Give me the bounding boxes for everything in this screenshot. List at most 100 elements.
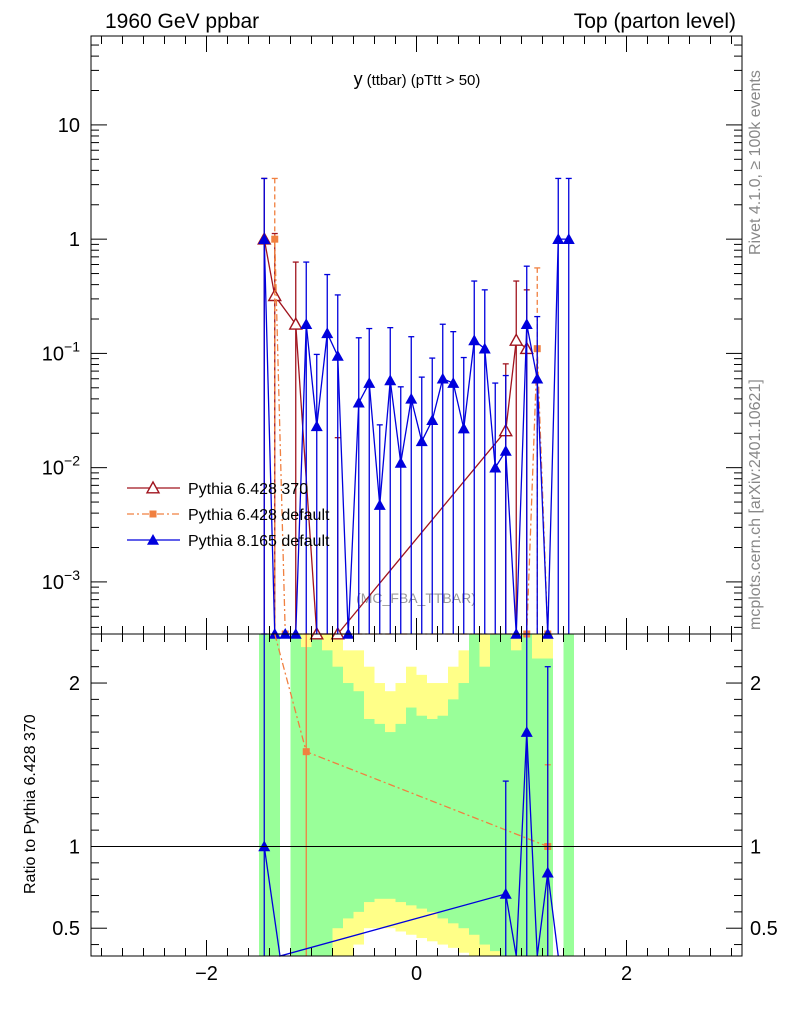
data-point-triangle-open bbox=[288, 316, 303, 330]
data-point-triangle bbox=[321, 327, 334, 339]
y-tick-label: 1 bbox=[69, 229, 80, 251]
data-point-triangle bbox=[489, 461, 502, 473]
data-point-triangle bbox=[268, 628, 281, 639]
ratio-band-inner bbox=[490, 634, 501, 952]
ratio-y-tick-label-right: 2 bbox=[750, 673, 761, 695]
data-point-triangle bbox=[457, 422, 470, 434]
data-point-triangle bbox=[541, 628, 554, 639]
legend-label-p8_default: Pythia 8.165 default bbox=[188, 533, 330, 550]
ratio-band-inner bbox=[311, 634, 322, 956]
ratio-y-tick-label-right: 1 bbox=[750, 836, 761, 858]
data-point-triangle bbox=[541, 866, 554, 878]
data-point-triangle bbox=[531, 372, 544, 384]
ratio-band-inner bbox=[353, 691, 364, 912]
ratio-band-inner bbox=[385, 732, 396, 899]
ratio-band-inner bbox=[469, 634, 480, 935]
data-point-triangle bbox=[478, 342, 491, 354]
data-point-triangle bbox=[147, 534, 159, 545]
ratio-band-inner bbox=[416, 715, 427, 909]
data-point-triangle bbox=[258, 233, 271, 244]
data-point-triangle bbox=[289, 628, 302, 639]
y-tick-label-base: 10 bbox=[42, 458, 64, 480]
data-point-triangle bbox=[373, 499, 386, 510]
data-point-triangle bbox=[363, 377, 376, 388]
data-point-triangle bbox=[562, 233, 575, 244]
x-tick-label: 0 bbox=[411, 963, 422, 985]
main-series-layer bbox=[257, 177, 575, 640]
ratio-band-inner bbox=[374, 723, 385, 899]
mcplots-label: mcplots.cern.ch [arXiv:2401.10621] bbox=[747, 379, 764, 630]
data-point-triangle bbox=[405, 392, 418, 404]
data-point-triangle bbox=[520, 318, 533, 330]
data-point-triangle bbox=[552, 233, 565, 244]
ratio-band-inner bbox=[406, 707, 417, 906]
y-tick-label-exp: −2 bbox=[64, 453, 80, 469]
x-tick-label: 2 bbox=[621, 963, 632, 985]
series-line-p8_default bbox=[263, 238, 569, 635]
ratio-y-tick-label: 0.5 bbox=[52, 918, 80, 940]
y-tick-label-base: 1 bbox=[69, 229, 80, 251]
data-point-triangle bbox=[468, 334, 481, 346]
data-point-triangle-open bbox=[145, 480, 161, 494]
y-tick-label: 10−3 bbox=[42, 567, 80, 594]
ratio-y-tick-label-right: 0.5 bbox=[750, 918, 778, 940]
data-point-square bbox=[302, 748, 310, 756]
plot-title-main: y bbox=[354, 69, 363, 89]
y-tick-label-base: 10 bbox=[58, 115, 80, 137]
data-point-triangle bbox=[499, 444, 512, 456]
y-tick-label: 10 bbox=[58, 115, 80, 137]
ratio-band-inner bbox=[563, 634, 574, 956]
ratio-band-inner bbox=[395, 723, 406, 903]
data-point-triangle bbox=[279, 628, 292, 639]
ratio-band-inner bbox=[479, 666, 490, 945]
y-tick-label: 10−1 bbox=[42, 338, 80, 365]
data-point-triangle bbox=[436, 372, 449, 384]
ratio-band-inner bbox=[364, 718, 375, 903]
data-point-square bbox=[149, 510, 157, 518]
plot-title-sub: (ttbar) (pTtt > 50) bbox=[367, 72, 481, 89]
ratio-band-inner bbox=[427, 718, 438, 912]
data-point-triangle bbox=[342, 628, 355, 639]
ratio-ylabel: Ratio to Pythia 6.428 370 bbox=[22, 714, 39, 894]
ratio-band-inner bbox=[322, 650, 333, 956]
plot-title: y (ttbar) (pTtt > 50) bbox=[354, 69, 481, 89]
data-point-triangle bbox=[384, 374, 397, 386]
y-tick-label-base: 10 bbox=[42, 572, 64, 594]
data-point-triangle-open bbox=[509, 332, 524, 346]
data-point-triangle bbox=[520, 726, 533, 737]
legend-label-p6_default: Pythia 6.428 default bbox=[188, 507, 330, 524]
legend: Pythia 6.428 370 Pythia 6.428 default Pyth… bbox=[127, 480, 330, 550]
data-point-triangle bbox=[310, 420, 323, 432]
ratio-band-inner bbox=[458, 683, 469, 929]
y-tick-label: 10−2 bbox=[42, 453, 80, 480]
ratio-y-tick-label: 2 bbox=[69, 673, 80, 695]
data-point-square bbox=[271, 235, 279, 243]
data-point-triangle bbox=[300, 318, 313, 330]
ratio-band-inner bbox=[290, 634, 301, 956]
legend-label-p6_370: Pythia 6.428 370 bbox=[188, 481, 308, 498]
x-tick-label: −2 bbox=[195, 963, 218, 985]
data-point-triangle bbox=[352, 396, 365, 408]
data-point-triangle bbox=[499, 887, 512, 899]
data-point-triangle bbox=[415, 435, 428, 447]
rivet-label: Rivet 4.1.0, ≥ 100k events bbox=[747, 70, 764, 255]
y-tick-label-base: 10 bbox=[42, 343, 64, 365]
analysis-watermark: (MC_FBA_TTBAR) bbox=[356, 590, 476, 606]
data-point-triangle bbox=[510, 628, 523, 639]
ratio-band-inner bbox=[532, 658, 543, 956]
ratio-band-inner bbox=[332, 666, 343, 929]
ratio-band-inner bbox=[343, 683, 354, 919]
data-point-triangle bbox=[331, 349, 344, 361]
series-line-p6_370 bbox=[263, 239, 528, 635]
ratio-band-inner bbox=[437, 715, 448, 919]
ratio-series-layer bbox=[91, 633, 742, 957]
ratio-band-inner bbox=[448, 699, 459, 924]
ratio-band-inner bbox=[511, 650, 522, 956]
ratio-y-tick-label: 1 bbox=[69, 836, 80, 858]
header-left: 1960 GeV ppbar bbox=[105, 10, 259, 33]
y-tick-label-exp: −3 bbox=[64, 567, 80, 583]
data-point-triangle bbox=[394, 456, 407, 468]
ratio-band-inner bbox=[269, 634, 280, 956]
